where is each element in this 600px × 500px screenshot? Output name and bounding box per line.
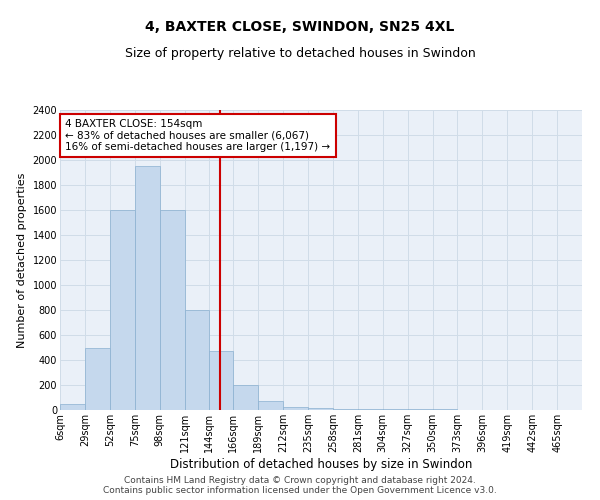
- Bar: [233, 385, 258, 410]
- Bar: [85, 348, 110, 410]
- Bar: [185, 310, 209, 410]
- Text: Contains HM Land Registry data © Crown copyright and database right 2024.
Contai: Contains HM Land Registry data © Crown c…: [103, 476, 497, 495]
- Bar: [258, 400, 283, 410]
- Bar: [209, 350, 233, 410]
- Bar: [308, 408, 333, 410]
- Bar: [358, 409, 383, 410]
- Bar: [283, 407, 308, 410]
- Text: 4 BAXTER CLOSE: 154sqm
← 83% of detached houses are smaller (6,067)
16% of semi-: 4 BAXTER CLOSE: 154sqm ← 83% of detached…: [65, 119, 331, 152]
- Bar: [333, 409, 358, 410]
- Text: 4, BAXTER CLOSE, SWINDON, SN25 4XL: 4, BAXTER CLOSE, SWINDON, SN25 4XL: [145, 20, 455, 34]
- Y-axis label: Number of detached properties: Number of detached properties: [17, 172, 27, 348]
- Text: Size of property relative to detached houses in Swindon: Size of property relative to detached ho…: [125, 48, 475, 60]
- Bar: [135, 166, 160, 410]
- Bar: [160, 210, 185, 410]
- Bar: [110, 210, 135, 410]
- Bar: [60, 404, 85, 410]
- X-axis label: Distribution of detached houses by size in Swindon: Distribution of detached houses by size …: [170, 458, 472, 470]
